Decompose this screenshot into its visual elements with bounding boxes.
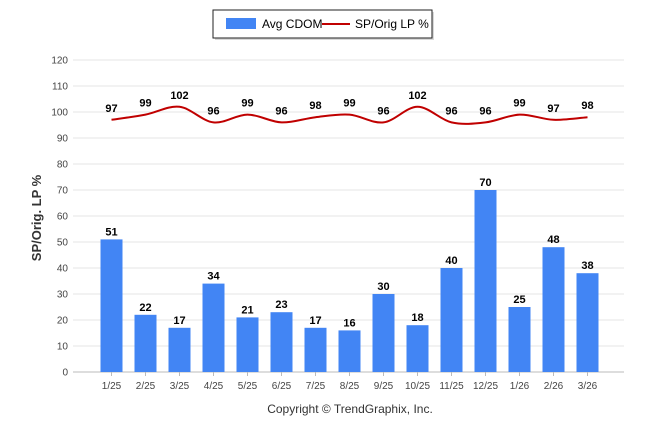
bar-value-label: 34: [207, 271, 220, 283]
data-labels: 51 22 17 34 21 23 17 16 30 18 40 70 25 48 38 97 99 102 96 9…: [105, 90, 593, 330]
x-tick-label: 3/25: [170, 381, 190, 392]
y-tick-label: 50: [57, 238, 69, 249]
bar-value-label: 25: [513, 294, 525, 306]
bar: [134, 314, 157, 372]
x-tick-label: 2/25: [136, 381, 156, 392]
line-value-label: 96: [275, 105, 287, 117]
x-tick-label: 1/26: [510, 381, 530, 392]
x-tick-label: 11/25: [439, 381, 464, 392]
bar-value-label: 16: [343, 317, 355, 329]
y-tick-label: 20: [57, 316, 69, 327]
x-tick-label: 10/25: [405, 381, 430, 392]
copyright: Copyright © TrendGraphix, Inc.: [267, 402, 433, 416]
y-axis-title: SP/Orig. LP %: [29, 174, 44, 261]
line-value-label: 96: [445, 105, 457, 117]
y-tick-label: 10: [57, 342, 69, 353]
bar-value-label: 23: [275, 299, 287, 311]
bar-value-label: 22: [139, 302, 151, 314]
line-value-label: 96: [377, 105, 389, 117]
bar: [304, 327, 327, 372]
x-tick-label: 5/25: [238, 381, 258, 392]
x-tick-label: 8/25: [340, 381, 360, 392]
x-tick-label: 2/26: [544, 381, 564, 392]
x-tick-label: 7/25: [306, 381, 326, 392]
x-ticks: 1/25 2/25 3/25 4/25 5/25 6/25 7/25 8/25 9/25 10/2…: [102, 372, 598, 392]
bar-value-label: 48: [547, 234, 559, 246]
bar: [542, 247, 565, 372]
bar-value-label: 30: [377, 281, 389, 293]
line-value-label: 98: [581, 100, 593, 112]
bar: [338, 330, 361, 372]
y-tick-label: 110: [52, 82, 68, 93]
y-tick-label: 120: [51, 56, 68, 67]
bar: [474, 190, 497, 372]
bar-value-label: 40: [445, 255, 457, 267]
y-tick-label: 80: [57, 160, 69, 171]
bar-value-label: 51: [105, 226, 117, 238]
legend-label-avg-cdom: Avg CDOM: [262, 17, 322, 31]
x-tick-label: 3/26: [578, 381, 598, 392]
sp-orig-line: [111, 105, 588, 125]
bars: [100, 190, 599, 372]
line-value-label: 97: [105, 103, 117, 115]
line-value-label: 102: [170, 90, 188, 102]
line-value-label: 99: [139, 98, 151, 110]
y-tick-label: 60: [57, 212, 69, 223]
line-value-label: 98: [309, 100, 321, 112]
y-tick-label: 40: [57, 264, 69, 275]
bar: [372, 294, 395, 372]
bar-value-label: 17: [173, 315, 185, 327]
bar: [168, 327, 191, 372]
x-tick-label: 12/25: [473, 381, 498, 392]
bar-value-label: 21: [241, 304, 253, 316]
bar: [270, 312, 293, 372]
bar-value-label: 38: [581, 260, 593, 272]
x-tick-label: 9/25: [374, 381, 394, 392]
bar: [236, 317, 259, 372]
grid: [73, 59, 624, 373]
x-tick-label: 4/25: [204, 381, 224, 392]
line-value-label: 99: [241, 98, 253, 110]
x-tick-label: 1/25: [102, 381, 122, 392]
line-value-label: 99: [343, 98, 355, 110]
bar: [406, 325, 429, 372]
bar: [440, 268, 463, 372]
bar: [100, 239, 123, 372]
y-ticks: 0 10 20 30 40 50 60 70 80 90 100 110 120: [51, 56, 68, 379]
y-tick-label: 100: [51, 108, 68, 119]
y-tick-label: 70: [57, 186, 69, 197]
bar: [202, 283, 225, 372]
bar: [508, 307, 531, 372]
bar-value-label: 18: [411, 312, 423, 324]
line-series: [111, 105, 588, 125]
legend: Avg CDOM SP/Orig LP %: [212, 9, 434, 40]
line-value-label: 99: [513, 98, 525, 110]
legend-label-sp-orig: SP/Orig LP %: [355, 17, 429, 31]
bar-value-label: 17: [309, 315, 321, 327]
line-value-label: 97: [547, 103, 559, 115]
y-tick-label: 90: [57, 134, 69, 145]
legend-swatch-bar: [226, 18, 256, 29]
line-value-label: 96: [479, 105, 491, 117]
bar: [576, 273, 599, 372]
line-value-label: 96: [207, 105, 219, 117]
y-tick-label: 30: [57, 290, 69, 301]
y-tick-label: 0: [62, 368, 68, 379]
line-value-label: 102: [408, 90, 426, 102]
x-tick-label: 6/25: [272, 381, 292, 392]
bar-value-label: 70: [479, 177, 491, 189]
